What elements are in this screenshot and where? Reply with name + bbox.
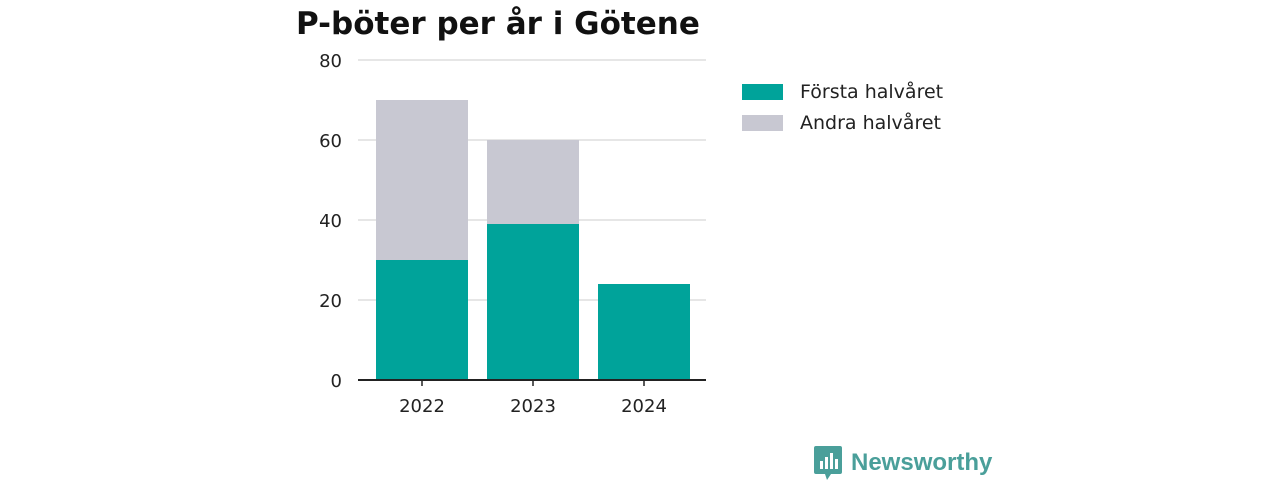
bar-2022-first-half: [376, 260, 468, 380]
y-tick-label: 40: [319, 211, 342, 232]
bar-2022-second-half: [376, 100, 468, 260]
y-tick-label: 20: [319, 291, 342, 312]
x-tick-label-2022: 2022: [399, 396, 445, 417]
bar-2023-second-half: [487, 140, 579, 224]
bar-2024-first-half: [598, 284, 690, 380]
brand-logo-link[interactable]: Newsworthy: [814, 446, 992, 480]
legend-swatch-second-half: [742, 114, 783, 131]
x-tick-label-2024: 2024: [621, 396, 667, 417]
legend-label-second-half: Andra halvåret: [800, 111, 941, 134]
brand-name: Newsworthy: [851, 449, 993, 476]
legend-item-first-half: Första halvåret: [742, 76, 943, 107]
chart-title: P-böter per år i Götene: [296, 6, 700, 42]
y-tick-label: 0: [331, 371, 342, 392]
bar-chart-speech-bubble-icon: [814, 446, 842, 480]
y-tick-label: 80: [319, 51, 342, 72]
legend-swatch-first-half: [742, 83, 783, 100]
legend-item-second-half: Andra halvåret: [742, 107, 943, 138]
x-tick-label-2023: 2023: [510, 396, 556, 417]
legend-label-first-half: Första halvåret: [800, 80, 944, 103]
bar-2023-first-half: [487, 224, 579, 380]
chart-legend: Första halvåret Andra halvåret: [742, 76, 943, 138]
y-tick-label: 60: [319, 131, 342, 152]
